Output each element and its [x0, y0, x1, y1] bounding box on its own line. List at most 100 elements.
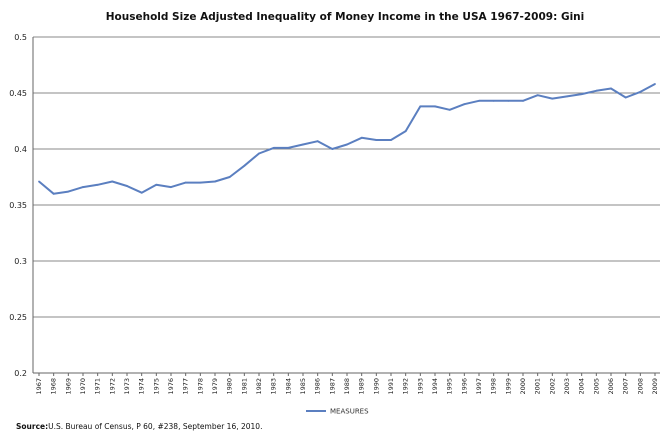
data-point — [346, 143, 348, 146]
data-point — [184, 181, 187, 184]
x-tick-label: 1978 — [196, 378, 204, 395]
x-tick-label: 2006 — [607, 378, 615, 395]
x-tick-label: 1976 — [167, 378, 175, 395]
data-point — [566, 95, 568, 98]
x-tick-label: 1989 — [358, 378, 366, 395]
x-tick-label: 1998 — [490, 378, 498, 395]
data-point — [434, 105, 436, 108]
data-point — [316, 140, 319, 143]
data-point — [199, 181, 202, 184]
data-point — [228, 176, 231, 178]
x-tick-label: 2008 — [636, 378, 644, 395]
y-axis-ticks: 0.2 0.25 0.3 0.35 0.4 0.45 0.5 — [9, 33, 27, 378]
x-tick-label: 1975 — [152, 378, 160, 395]
x-tick-label: 1979 — [211, 378, 219, 395]
x-axis-ticks: 1967 1968 1969 1970 1971 1972 1973 1974 1975 1976… — [35, 373, 659, 395]
data-point — [155, 183, 158, 186]
x-tick-label: 1972 — [108, 378, 116, 395]
x-tick-label: 1971 — [94, 378, 102, 395]
data-point — [375, 139, 378, 141]
data-point — [243, 164, 246, 167]
x-tick-label: 1974 — [138, 378, 146, 395]
data-point — [214, 180, 216, 183]
data-point — [38, 180, 40, 183]
data-point — [140, 191, 143, 194]
x-tick-label: 1996 — [460, 378, 468, 395]
x-tick-label: 2002 — [548, 378, 556, 395]
x-tick-label: 2000 — [519, 378, 527, 395]
x-tick-label: 2005 — [592, 378, 600, 395]
x-tick-label: 1995 — [446, 378, 454, 395]
x-tick-label: 1969 — [64, 378, 72, 395]
data-point — [96, 183, 99, 186]
x-tick-label: 1977 — [182, 378, 190, 395]
data-point — [331, 148, 334, 150]
source-label: Source: — [16, 422, 49, 431]
x-tick-label: 1983 — [270, 378, 278, 395]
x-tick-label: 2001 — [534, 378, 542, 395]
data-point — [595, 89, 598, 92]
x-tick-label: 1994 — [431, 378, 439, 395]
data-point — [272, 146, 275, 149]
data-point — [67, 190, 70, 193]
data-point — [82, 186, 84, 188]
data-point — [654, 83, 656, 85]
data-point — [492, 99, 495, 102]
data-point — [522, 99, 524, 102]
data-point — [419, 105, 422, 108]
series-line-measures — [38, 83, 656, 195]
x-tick-label: 1968 — [50, 378, 58, 395]
data-point — [580, 93, 583, 96]
x-tick-label: 2003 — [563, 378, 571, 395]
data-point — [360, 136, 363, 139]
legend: MEASURES — [306, 408, 369, 416]
y-tick-label: 0.2 — [14, 369, 27, 378]
data-point — [463, 103, 466, 106]
x-tick-label: 1981 — [240, 378, 248, 395]
data-point — [624, 96, 627, 99]
y-tick-label: 0.25 — [9, 313, 27, 322]
source-note: Source:U.S. Bureau of Census, P 60, #238… — [16, 422, 262, 431]
x-tick-label: 1990 — [372, 378, 380, 395]
x-tick-label: 1980 — [226, 378, 234, 395]
x-tick-label: 2009 — [651, 378, 659, 395]
x-tick-label: 1985 — [299, 378, 307, 395]
data-point — [610, 87, 612, 90]
x-tick-label: 1988 — [343, 378, 351, 395]
y-tick-label: 0.35 — [9, 201, 27, 210]
x-tick-label: 1967 — [35, 378, 43, 395]
data-point — [52, 192, 55, 195]
x-tick-label: 1987 — [328, 378, 336, 395]
data-point — [507, 99, 510, 102]
y-tick-label: 0.5 — [14, 33, 27, 42]
x-tick-label: 1999 — [504, 378, 512, 395]
gridlines — [32, 36, 660, 374]
source-text: U.S. Bureau of Census, P 60, #238, Septe… — [48, 422, 263, 431]
x-tick-label: 1991 — [387, 378, 395, 395]
data-point — [551, 97, 554, 100]
y-tick-label: 0.3 — [14, 257, 27, 266]
data-point — [170, 186, 172, 188]
data-point — [639, 90, 642, 93]
x-tick-label: 1992 — [402, 378, 410, 395]
data-point — [287, 146, 290, 149]
x-tick-label: 1997 — [475, 378, 483, 395]
data-point — [126, 185, 128, 187]
data-point — [111, 180, 114, 183]
x-tick-label: 1970 — [79, 378, 87, 395]
series-layer — [38, 83, 656, 195]
data-point — [258, 152, 260, 155]
x-tick-label: 1984 — [284, 378, 292, 395]
data-point — [448, 108, 451, 111]
legend-label: MEASURES — [330, 408, 369, 416]
x-tick-label: 1986 — [314, 378, 322, 395]
chart-title: Household Size Adjusted Inequality of Mo… — [106, 11, 585, 23]
x-tick-label: 2004 — [578, 378, 586, 395]
data-point — [404, 130, 407, 132]
data-point — [302, 143, 304, 146]
x-tick-label: 1973 — [123, 378, 131, 395]
x-tick-label: 2007 — [622, 378, 630, 395]
y-tick-label: 0.45 — [9, 89, 27, 98]
y-tick-label: 0.4 — [14, 145, 27, 154]
